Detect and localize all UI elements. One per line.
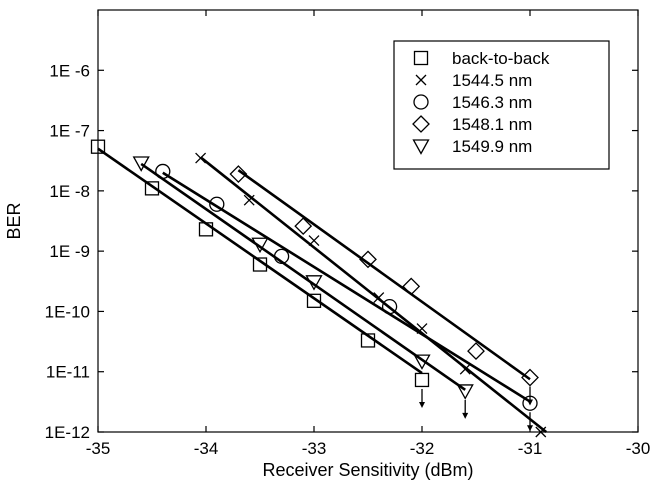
data-point-x-marker bbox=[308, 235, 320, 246]
y-tick-label: 1E-12 bbox=[45, 423, 90, 442]
fit-line-series-0 bbox=[97, 147, 423, 375]
data-point-triangle-marker bbox=[456, 384, 474, 400]
data-point-square-marker bbox=[198, 222, 214, 237]
legend-box bbox=[393, 40, 610, 170]
y-tick-label: 1E -7 bbox=[49, 122, 90, 141]
data-point-circle-marker bbox=[155, 163, 171, 180]
data-point-square-marker bbox=[90, 139, 106, 154]
y-tick-label: 1E-11 bbox=[46, 363, 90, 382]
legend-triangle-marker bbox=[412, 139, 430, 155]
x-tick-label: -31 bbox=[518, 439, 543, 458]
data-point-diamond-marker bbox=[521, 368, 539, 387]
data-point-x-marker bbox=[195, 152, 207, 164]
data-point-x-marker bbox=[535, 426, 547, 438]
y-tick-label: 1E -8 bbox=[49, 182, 90, 201]
x-tick-label: -35 bbox=[86, 439, 111, 458]
legend: back-to-back 1544.5 nm 1546.3 nm 1548.1 nm 1… bbox=[393, 40, 610, 170]
y-axis-ticks: 1E-12 1E-11 1E-10 1E -9 1E -8 1E -7 1E -6 bbox=[45, 61, 638, 442]
x-axis-title: Receiver Sensitivity (dBm) bbox=[262, 460, 473, 480]
data-point-diamond-marker bbox=[467, 342, 485, 360]
data-point-triangle-marker bbox=[413, 354, 431, 370]
error-free-arrow bbox=[527, 386, 533, 406]
x-tick-label: -30 bbox=[626, 439, 651, 458]
data-point-diamond-marker bbox=[402, 277, 421, 296]
legend-label: 1544.5 nm bbox=[452, 71, 532, 90]
legend-diamond-marker bbox=[412, 115, 430, 133]
x-tick-label: -34 bbox=[194, 439, 219, 458]
error-free-arrow bbox=[419, 388, 425, 408]
fit-line-series-4 bbox=[140, 162, 466, 391]
data-point-square-marker bbox=[144, 181, 160, 196]
y-tick-label: 1E -9 bbox=[49, 242, 90, 261]
fit-line-series-2 bbox=[162, 171, 531, 403]
data-point-triangle-marker bbox=[251, 237, 269, 254]
x-axis-ticks: -35 -34 -33 -32 -31 -30 bbox=[86, 10, 651, 458]
data-point-x-marker bbox=[373, 292, 385, 303]
data-point-square-marker bbox=[252, 257, 268, 272]
legend-entries: back-to-back 1544.5 nm 1546.3 nm 1548.1 nm 1… bbox=[412, 49, 550, 156]
data-point-x-marker bbox=[459, 363, 471, 375]
data-point-triangle-marker bbox=[132, 156, 150, 172]
legend-circle-marker bbox=[413, 94, 429, 110]
legend-label: back-to-back bbox=[452, 49, 550, 68]
data-point-circle-marker bbox=[381, 299, 398, 315]
legend-label: 1546.3 nm bbox=[452, 93, 532, 112]
x-tick-label: -33 bbox=[302, 439, 327, 458]
data-point-diamond-marker bbox=[294, 217, 313, 236]
data-point-x-marker bbox=[243, 194, 255, 206]
data-point-circle-marker bbox=[273, 248, 290, 264]
data-point-square-marker bbox=[360, 333, 376, 348]
error-free-arrow bbox=[462, 399, 469, 419]
fit-line-series-1 bbox=[199, 156, 548, 434]
fit-lines bbox=[97, 147, 548, 434]
y-tick-label: 1E -6 bbox=[49, 61, 90, 80]
data-point-diamond-marker bbox=[229, 165, 248, 183]
fit-line-series-3 bbox=[237, 169, 531, 381]
data-point-square-marker bbox=[306, 293, 322, 308]
data-point-square-marker bbox=[414, 372, 430, 388]
data-point-circle-marker bbox=[209, 196, 225, 212]
legend-x-marker bbox=[415, 74, 427, 86]
legend-square-marker bbox=[413, 50, 429, 66]
y-tick-label: 1E-10 bbox=[45, 302, 90, 321]
data-point-x-marker bbox=[416, 323, 428, 335]
data-point-diamond-marker bbox=[359, 250, 377, 269]
legend-label: 1549.9 nm bbox=[452, 137, 532, 156]
data-point-triangle-marker bbox=[305, 275, 323, 291]
legend-label: 1548.1 nm bbox=[452, 115, 532, 134]
x-tick-label: -32 bbox=[410, 439, 435, 458]
y-axis-title: BER bbox=[4, 202, 24, 239]
